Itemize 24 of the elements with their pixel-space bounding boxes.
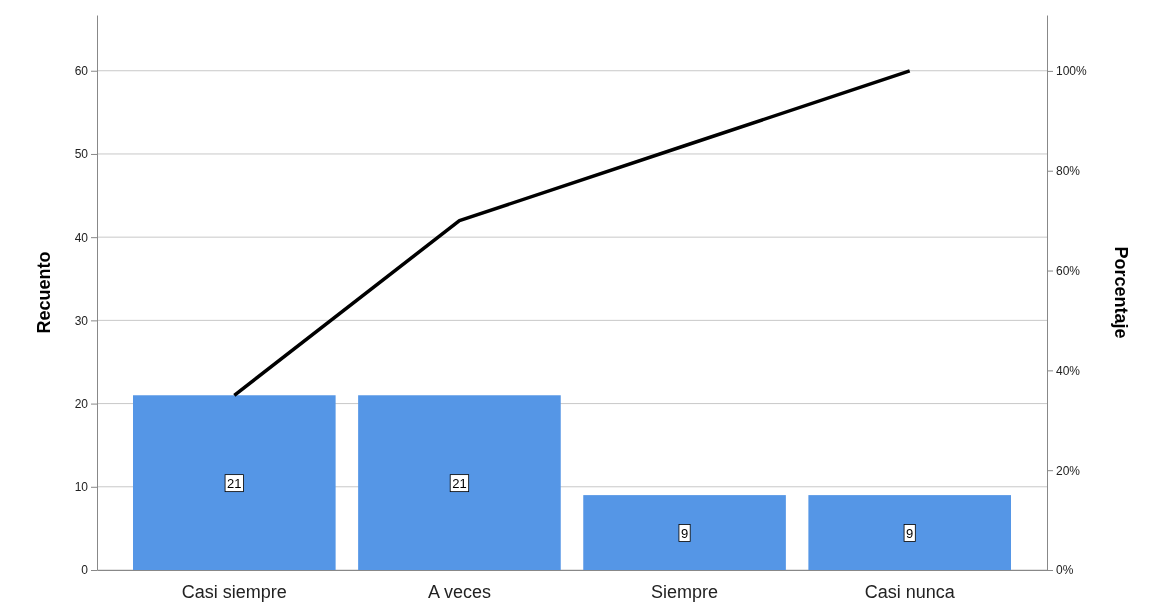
y-tick-label: 30 — [74, 313, 89, 328]
y-axis-title: Recuento — [34, 251, 54, 334]
y2-axis-title: Porcentaje — [1111, 246, 1131, 339]
y-tick-label: 20 — [74, 396, 89, 411]
y-tick-label: 50 — [74, 147, 89, 162]
y2-tick-label: 100% — [1056, 64, 1088, 79]
y-tick-label: 60 — [74, 64, 89, 79]
x-tick-label: Casi siempre — [181, 582, 287, 602]
line-series — [232, 69, 912, 398]
y-tick-label: 40 — [74, 230, 89, 245]
x-tick-label: Siempre — [651, 582, 719, 602]
data-label: 21 — [227, 475, 242, 491]
y2-tick-label: 0% — [1056, 563, 1074, 578]
y-tick-label: 0 — [81, 563, 89, 578]
data-label: 21 — [452, 475, 467, 491]
y-tick-label: 10 — [74, 480, 89, 495]
x-tick-label: A veces — [427, 582, 491, 602]
y2-tick-label: 80% — [1056, 164, 1081, 179]
data-label: 9 — [680, 525, 689, 541]
data-label: 9 — [906, 525, 914, 541]
y2-tick-label: 60% — [1056, 263, 1081, 278]
x-tick-label: Casi nunca — [864, 582, 956, 602]
y2-tick-label: 20% — [1056, 463, 1081, 478]
y2-tick-label: 40% — [1056, 363, 1081, 378]
